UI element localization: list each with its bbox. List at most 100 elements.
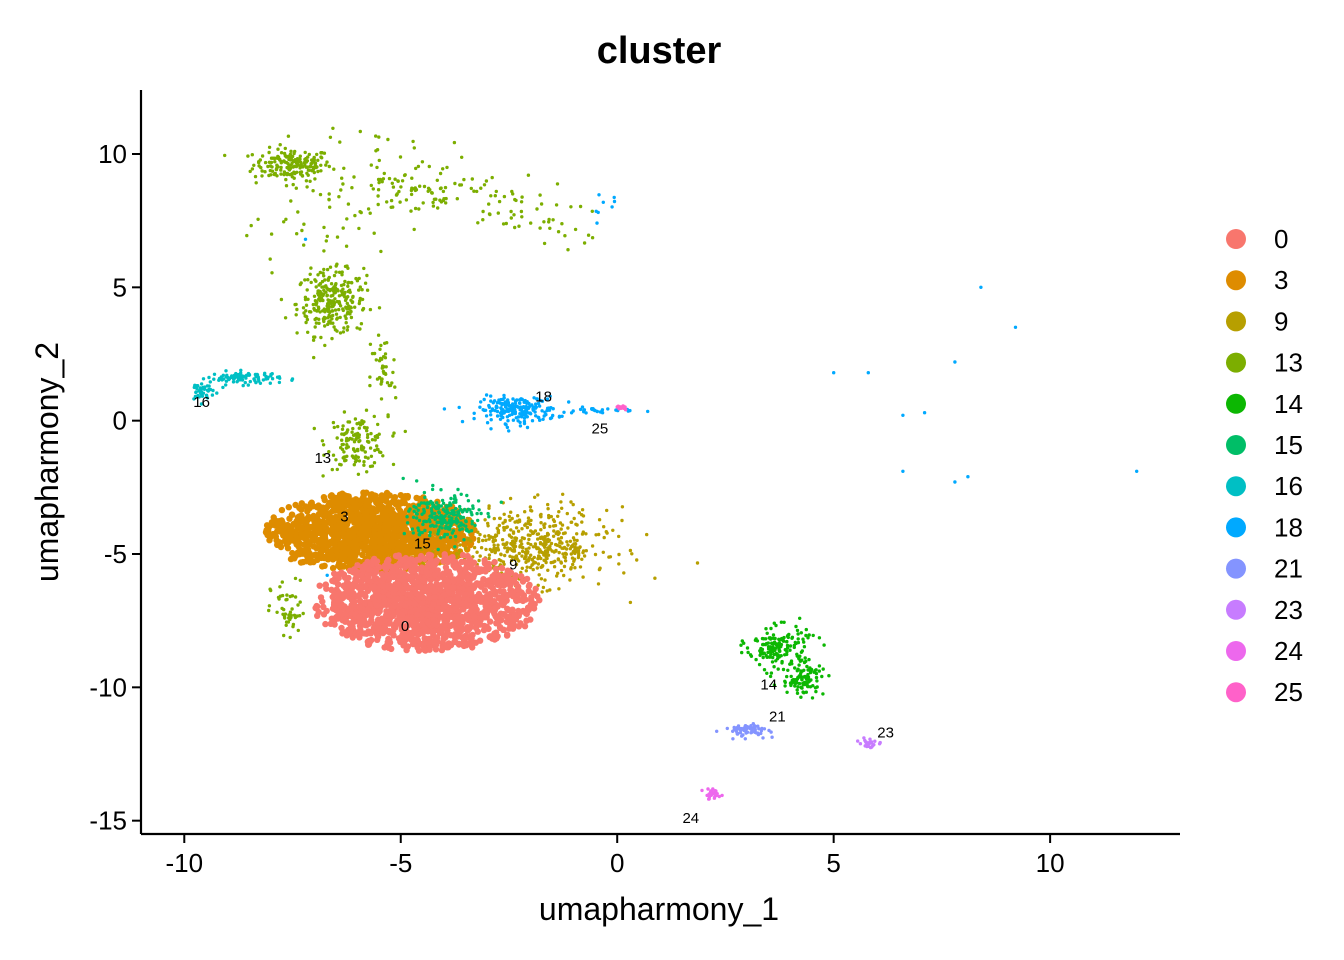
chart-title: cluster <box>597 30 722 72</box>
data-point <box>811 633 815 638</box>
data-point <box>220 378 224 382</box>
data-point <box>498 417 503 421</box>
data-point <box>340 629 348 636</box>
data-point <box>520 554 524 558</box>
data-point <box>439 626 446 633</box>
data-point <box>382 617 389 624</box>
data-point <box>445 509 449 513</box>
data-point <box>367 507 374 514</box>
data-point <box>321 298 325 303</box>
data-point <box>313 278 317 282</box>
data-point <box>312 426 316 431</box>
data-point <box>409 209 413 213</box>
data-point <box>330 299 334 303</box>
data-point <box>404 492 411 500</box>
data-point <box>302 519 309 527</box>
data-point <box>554 203 559 207</box>
data-point <box>365 273 369 278</box>
data-point <box>421 639 428 647</box>
data-point <box>355 279 360 283</box>
data-point <box>316 273 320 277</box>
data-point <box>341 330 346 334</box>
data-point <box>246 154 250 158</box>
data-point <box>509 408 514 412</box>
data-point <box>569 205 573 209</box>
data-point <box>498 411 503 415</box>
data-point <box>311 189 315 193</box>
data-point <box>590 407 594 411</box>
data-point <box>393 385 397 389</box>
data-point <box>537 404 542 408</box>
data-point <box>267 145 272 149</box>
data-point <box>502 194 507 199</box>
data-point <box>396 179 400 183</box>
data-point <box>497 199 502 204</box>
data-point <box>529 553 533 557</box>
data-point <box>476 530 480 534</box>
data-point <box>391 586 399 594</box>
data-point <box>328 526 336 533</box>
data-point <box>559 500 563 504</box>
data-point <box>366 550 373 557</box>
data-point <box>286 515 293 522</box>
data-point <box>300 173 304 178</box>
data-point <box>487 556 491 561</box>
data-point <box>569 567 573 571</box>
data-point <box>467 530 471 534</box>
data-point <box>203 385 207 389</box>
data-point <box>452 513 456 517</box>
data-point <box>561 546 566 550</box>
data-point <box>341 442 345 447</box>
data-point <box>205 396 210 400</box>
data-point <box>318 281 323 286</box>
data-point <box>806 636 810 640</box>
data-point <box>394 533 402 540</box>
data-point <box>438 581 445 589</box>
data-point <box>393 177 397 181</box>
data-point <box>321 562 328 569</box>
data-point <box>303 530 310 537</box>
data-point <box>502 393 506 398</box>
data-point <box>333 291 337 295</box>
data-point <box>526 519 531 523</box>
data-point <box>532 555 536 560</box>
data-point <box>318 192 323 197</box>
data-point <box>254 181 258 185</box>
data-point <box>525 565 529 569</box>
data-point <box>527 537 531 542</box>
data-point <box>465 516 470 521</box>
data-point <box>513 225 517 230</box>
data-point <box>493 538 498 543</box>
data-point <box>377 135 381 139</box>
data-point <box>581 575 585 579</box>
data-point <box>447 596 454 604</box>
data-point <box>490 609 498 616</box>
data-point <box>279 519 286 526</box>
data-point <box>551 407 555 411</box>
data-point <box>459 551 467 559</box>
data-point <box>449 503 453 507</box>
data-point <box>469 539 473 543</box>
data-point <box>517 608 524 615</box>
data-point <box>487 515 491 519</box>
data-point <box>556 514 560 518</box>
data-point <box>555 182 560 186</box>
data-point <box>305 317 310 322</box>
data-point <box>477 537 481 541</box>
data-point <box>323 324 327 328</box>
data-point <box>460 419 465 424</box>
data-point <box>402 173 407 178</box>
data-point <box>495 401 500 405</box>
data-point <box>500 538 505 542</box>
data-point <box>503 518 507 523</box>
data-point <box>403 584 410 592</box>
data-point <box>538 542 543 546</box>
data-point <box>298 600 302 604</box>
data-point <box>194 390 198 394</box>
data-point <box>375 165 379 170</box>
data-point <box>516 529 521 533</box>
data-point <box>409 640 417 648</box>
data-point <box>347 420 352 424</box>
data-point <box>440 635 447 643</box>
data-point <box>321 496 328 504</box>
